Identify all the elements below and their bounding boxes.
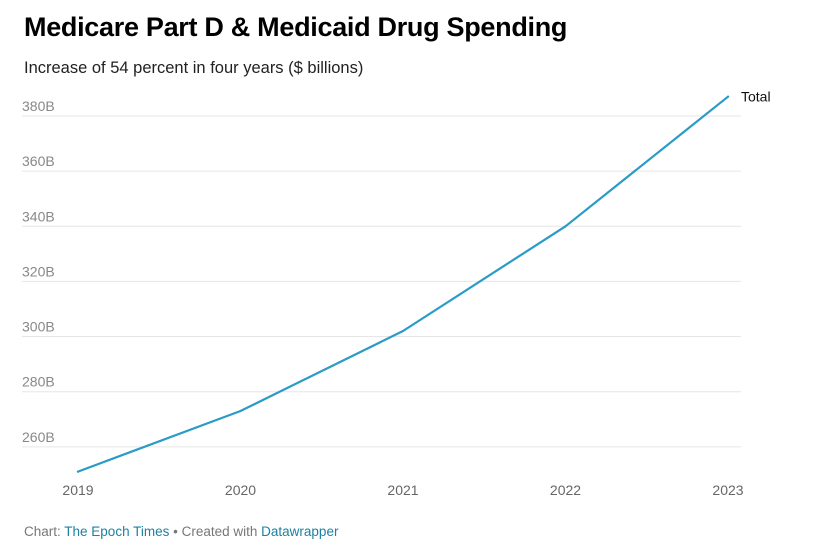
data-point [726,95,730,98]
datawrapper-link[interactable]: Datawrapper [261,524,339,539]
series-line [76,95,730,473]
y-tick-label: 260B [22,429,55,445]
x-tick-label: 2021 [387,482,418,498]
footer: Chart: The Epoch Times • Created with Da… [24,524,338,539]
series-label: Total [741,89,771,105]
x-tick-label: 2020 [225,482,256,498]
y-tick-label: 380B [22,98,55,114]
y-tick-label: 320B [22,263,55,279]
data-point [239,409,242,413]
y-tick-label: 300B [22,319,55,335]
y-tick-label: 360B [22,153,55,169]
data-point [564,225,567,228]
footer-separator: • [173,524,178,539]
chart-subtitle: Increase of 54 percent in four years ($ … [24,59,364,77]
line-chart: 260B 280B 300B 320B 340B 360B 380B 2019 2020 2021… [22,89,771,498]
data-point [401,329,405,333]
x-tick-label: 2023 [712,482,743,498]
x-tick-label: 2019 [62,482,93,498]
chart-title: Medicare Part D & Medicaid Drug Spending [24,12,568,42]
data-point [76,470,80,473]
y-tick-label: 340B [22,208,55,224]
source-link[interactable]: The Epoch Times [64,524,170,539]
footer-chart-prefix: Chart: [24,524,61,539]
y-tick-label: 280B [22,374,55,390]
footer-created-prefix: Created with [181,524,258,539]
x-tick-label: 2022 [550,482,581,498]
